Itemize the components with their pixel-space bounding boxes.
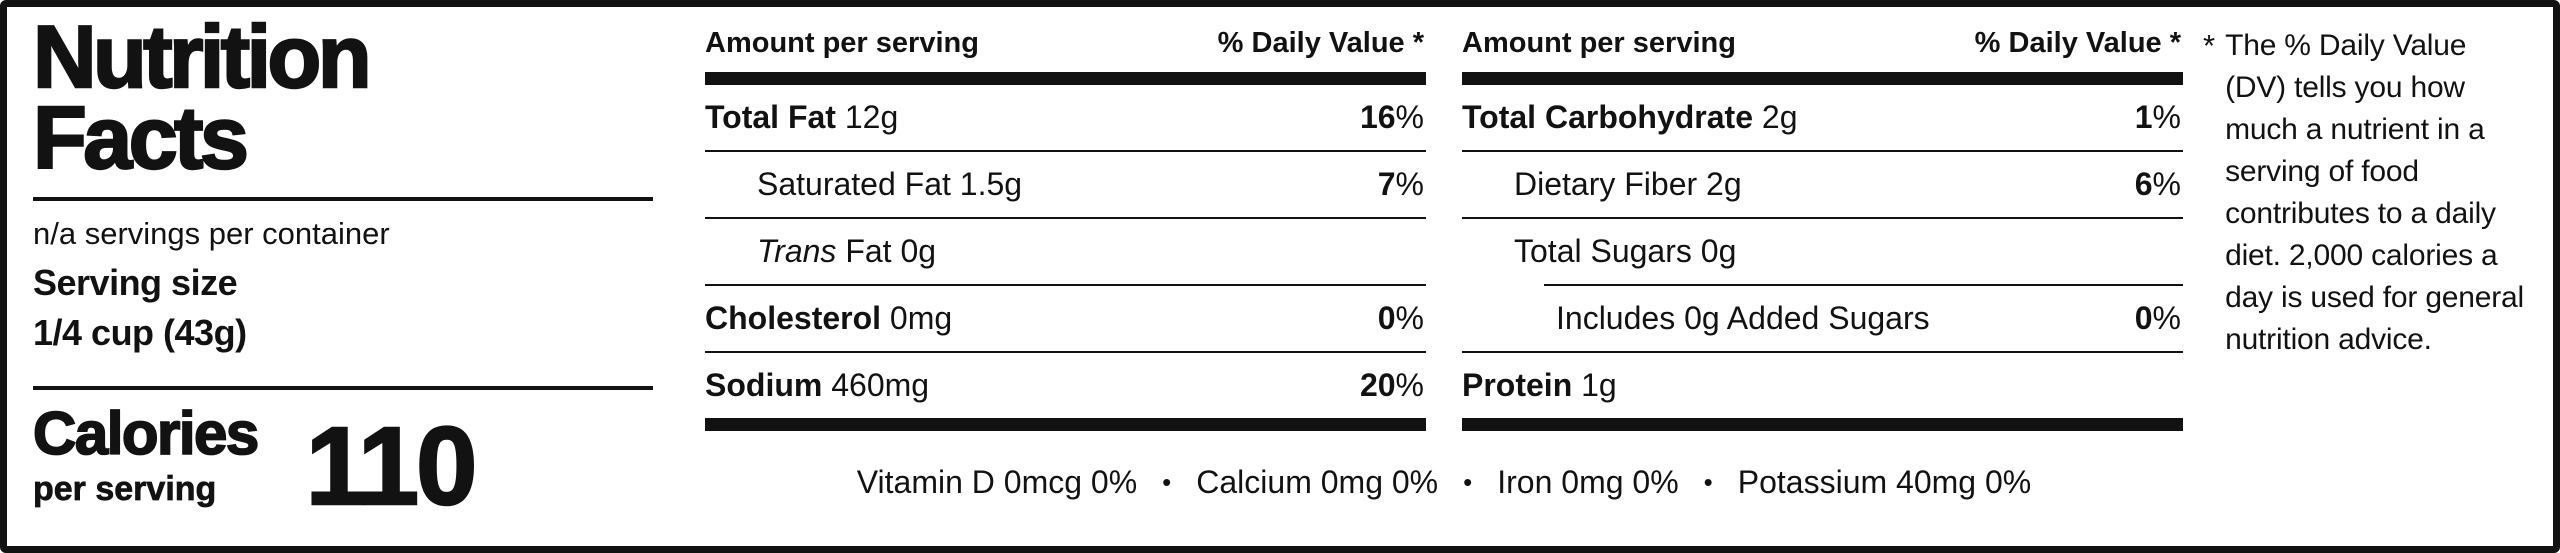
row-dietary-fiber: Dietary Fiber 2g 6% bbox=[1514, 166, 2181, 202]
daily-value-header: % Daily Value * bbox=[1217, 27, 1424, 59]
calories-value: 110 bbox=[305, 405, 479, 529]
calories-row: Calories per serving 110 bbox=[32, 399, 663, 529]
divider bbox=[705, 217, 1426, 219]
divider bbox=[33, 196, 653, 201]
divider bbox=[1462, 351, 2183, 353]
nutrient-column-carbs: Amount per serving % Daily Value * Total… bbox=[1462, 7, 2183, 431]
footnote-text: The % Daily Value (DV) tells you how muc… bbox=[2225, 29, 2524, 356]
potassium-value: Potassium 40mg 0% bbox=[1737, 464, 2032, 500]
label-summary-section: Nutrition Facts n/a servings per contain… bbox=[7, 7, 671, 546]
row-added-sugars: Includes 0g Added Sugars 0% bbox=[1556, 300, 2181, 336]
column-header: Amount per serving % Daily Value * bbox=[705, 7, 1426, 72]
divider bbox=[1544, 284, 2183, 286]
row-saturated-fat: Saturated Fat 1.5g 7% bbox=[757, 166, 1424, 202]
thick-bar bbox=[705, 418, 1426, 431]
row-total-carbohydrate: Total Carbohydrate 2g 1% bbox=[1462, 99, 2181, 135]
dv-cholesterol: 0% bbox=[1377, 300, 1424, 336]
label-title: Nutrition Facts bbox=[32, 7, 663, 187]
row-cholesterol: Cholesterol 0mg 0% bbox=[705, 300, 1424, 336]
dv-total-carbohydrate: 1% bbox=[2134, 99, 2181, 135]
calcium-value: Calcium 0mg 0% bbox=[1196, 464, 1439, 500]
serving-size-value: 1/4 cup (43g) bbox=[33, 311, 247, 353]
divider bbox=[705, 351, 1426, 353]
label-title-line2: Facts bbox=[32, 87, 250, 187]
amount-per-serving-header: Amount per serving bbox=[1462, 27, 1736, 59]
amount-per-serving-header: Amount per serving bbox=[705, 27, 979, 59]
bullet-separator: • bbox=[1703, 467, 1713, 497]
label-title-line1: Nutrition bbox=[32, 7, 373, 106]
row-protein: Protein 1g bbox=[1462, 367, 1617, 403]
bullet-separator: • bbox=[1162, 467, 1172, 497]
dv-added-sugars: 0% bbox=[2134, 300, 2181, 336]
thick-bar bbox=[1462, 418, 2183, 431]
bullet-separator: • bbox=[1463, 467, 1473, 497]
nutrient-columns: Amount per serving % Daily Value * Total… bbox=[705, 7, 2183, 431]
iron-value: Iron 0mg 0% bbox=[1497, 464, 1679, 500]
micronutrients-row: Vitamin D 0mcg 0% • Calcium 0mg 0% • Iro… bbox=[705, 431, 2183, 546]
row-trans-fat: Trans Fat 0g bbox=[757, 233, 937, 269]
daily-value-footnote: * The % Daily Value (DV) tells you how m… bbox=[2183, 7, 2553, 546]
divider bbox=[1462, 150, 2183, 152]
nutrient-column-fats: Amount per serving % Daily Value * Total… bbox=[705, 7, 1426, 431]
dv-saturated-fat: 7% bbox=[1377, 166, 1424, 202]
column-header: Amount per serving % Daily Value * bbox=[1462, 7, 2183, 72]
thick-bar bbox=[1462, 72, 2183, 85]
footnote-asterisk: * bbox=[2203, 28, 2216, 63]
daily-value-header: % Daily Value * bbox=[1974, 27, 2181, 59]
row-sodium: Sodium 460mg 20% bbox=[705, 367, 1424, 403]
vitamin-d-value: Vitamin D 0mcg 0% bbox=[856, 464, 1138, 500]
dv-total-fat: 16% bbox=[1359, 99, 1424, 135]
row-total-fat: Total Fat 12g 16% bbox=[705, 99, 1424, 135]
dv-sodium: 20% bbox=[1359, 367, 1424, 403]
divider bbox=[33, 385, 653, 390]
divider bbox=[705, 284, 1426, 286]
calories-label: Calories bbox=[32, 399, 260, 467]
divider bbox=[1462, 217, 2183, 219]
servings-per-container: n/a servings per container bbox=[33, 215, 390, 251]
row-total-sugars: Total Sugars 0g bbox=[1514, 233, 1737, 269]
thick-bar bbox=[705, 72, 1426, 85]
serving-size-label: Serving size bbox=[33, 261, 238, 303]
dv-dietary-fiber: 6% bbox=[2134, 166, 2181, 202]
nutrient-columns-section: Amount per serving % Daily Value * Total… bbox=[671, 7, 2183, 546]
calories-labels: Calories per serving bbox=[32, 399, 260, 509]
divider bbox=[705, 150, 1426, 152]
calories-sublabel: per serving bbox=[33, 469, 217, 509]
